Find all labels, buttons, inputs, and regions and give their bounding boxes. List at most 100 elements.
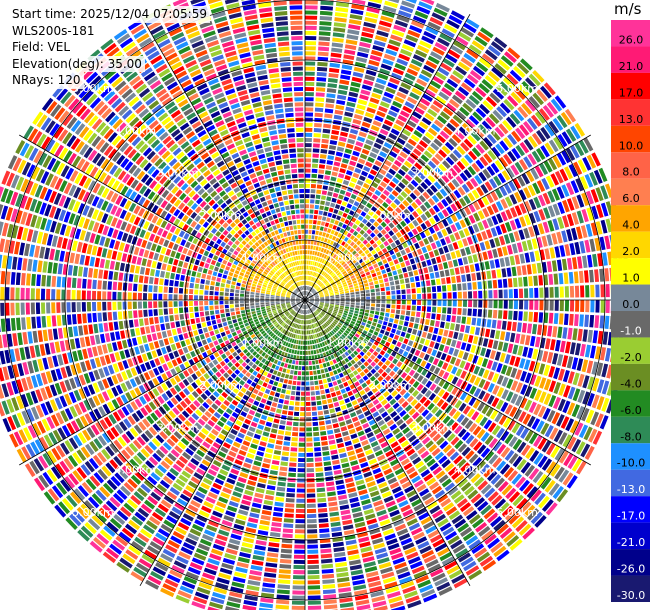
velocity-gate (326, 160, 334, 166)
velocity-gate (472, 517, 484, 529)
velocity-gate (306, 437, 313, 442)
velocity-gate (310, 260, 313, 266)
velocity-gate (559, 168, 569, 182)
velocity-gate (394, 393, 402, 401)
velocity-gate (399, 476, 409, 485)
velocity-gate (331, 171, 338, 177)
velocity-gate (494, 412, 503, 423)
velocity-gate (567, 371, 575, 384)
velocity-gate (248, 409, 256, 416)
velocity-gate (291, 437, 298, 442)
velocity-gate (276, 434, 284, 440)
velocity-gate (489, 350, 496, 360)
velocity-gate (479, 327, 486, 337)
velocity-gate (343, 322, 349, 327)
velocity-gate (529, 288, 534, 298)
velocity-gate (443, 429, 452, 439)
velocity-gate (506, 267, 512, 277)
velocity-gate (602, 252, 608, 266)
velocity-gate (356, 452, 365, 459)
velocity-gate (293, 416, 299, 422)
velocity-gate (339, 421, 346, 427)
velocity-gate (399, 315, 405, 321)
velocity-gate (400, 580, 415, 589)
velocity-gate (385, 267, 391, 273)
velocity-gate (379, 128, 389, 136)
velocity-gate (299, 330, 302, 335)
velocity-gate (507, 47, 521, 60)
velocity-gate (540, 126, 551, 140)
velocity-gate (354, 589, 368, 596)
velocity-gate (369, 169, 378, 176)
velocity-gate (467, 255, 474, 264)
velocity-gate (406, 156, 416, 165)
velocity-gate (489, 329, 496, 339)
velocity-gate (317, 288, 322, 292)
velocity-gate (437, 360, 444, 368)
velocity-gate (311, 235, 315, 240)
velocity-gate (278, 574, 291, 579)
velocity-gate (342, 393, 349, 399)
velocity-gate (490, 541, 504, 554)
velocity-gate (597, 330, 604, 345)
velocity-gate (352, 469, 362, 476)
velocity-gate (386, 256, 393, 262)
velocity-gate (294, 539, 305, 544)
velocity-gate (517, 106, 529, 119)
velocity-gate (299, 314, 302, 319)
velocity-gate (445, 53, 458, 64)
velocity-gate (403, 39, 417, 48)
velocity-gate (332, 266, 337, 271)
velocity-gate (330, 298, 335, 300)
velocity-gate (483, 419, 493, 430)
velocity-gate (377, 232, 383, 239)
velocity-gate (387, 237, 394, 244)
velocity-gate (234, 369, 241, 375)
velocity-gate (508, 310, 513, 320)
velocity-gate (414, 198, 423, 206)
velocity-gate (339, 597, 353, 603)
velocity-gate (362, 26, 375, 34)
velocity-gate (434, 153, 444, 162)
velocity-gate (259, 519, 270, 526)
velocity-gate (317, 236, 322, 241)
velocity-gate (325, 98, 335, 104)
velocity-gate (385, 367, 392, 374)
velocity-gate (437, 221, 445, 230)
velocity-gate (385, 472, 395, 480)
velocity-gate (294, 529, 305, 534)
velocity-gate (325, 103, 335, 109)
velocity-gate (507, 133, 518, 146)
velocity-gate (569, 285, 575, 298)
velocity-gate (318, 332, 322, 337)
velocity-gate (308, 229, 312, 235)
velocity-gate (546, 409, 556, 423)
velocity-gate (471, 234, 478, 244)
velocity-gate (436, 37, 450, 47)
velocity-gate (319, 364, 324, 369)
velocity-gate (363, 21, 377, 29)
velocity-gate (373, 357, 380, 364)
velocity-gate (311, 307, 315, 311)
velocity-gate (446, 277, 451, 284)
velocity-gate (318, 231, 323, 236)
velocity-gate (461, 122, 473, 133)
velocity-gate (373, 177, 381, 184)
velocity-gate (250, 564, 263, 571)
velocity-gate (367, 156, 375, 164)
velocity-gate (492, 88, 505, 100)
velocity-gate (371, 344, 377, 350)
velocity-gate (562, 434, 573, 448)
velocity-gate (500, 430, 510, 442)
velocity-gate (361, 296, 365, 300)
velocity-gate (313, 277, 316, 282)
velocity-gate (583, 270, 589, 283)
velocity-gate (542, 104, 554, 118)
velocity-gate (424, 339, 430, 346)
velocity-gate (237, 556, 250, 564)
velocity-gate (599, 236, 606, 251)
velocity-gate (378, 481, 388, 489)
velocity-gate (421, 260, 427, 268)
velocity-gate (586, 154, 597, 169)
velocity-gate (374, 415, 383, 422)
